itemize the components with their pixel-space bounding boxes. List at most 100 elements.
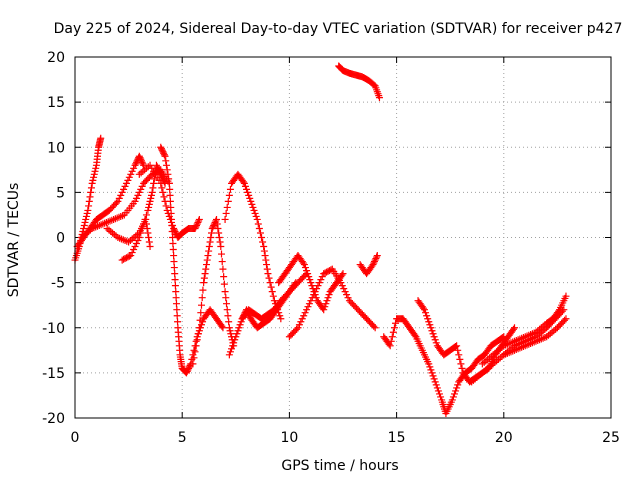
data-point: [340, 285, 348, 293]
data-point: [192, 342, 200, 350]
data-point: [370, 322, 378, 330]
data-point: [241, 182, 249, 190]
data-point: [144, 229, 152, 237]
data-point: [112, 199, 120, 207]
data-point: [432, 381, 440, 389]
data-point: [146, 243, 154, 251]
data-point: [251, 209, 259, 217]
data-point: [304, 270, 312, 278]
data-point: [231, 336, 239, 344]
data-point: [132, 160, 140, 168]
data-point: [152, 161, 160, 169]
data-point: [260, 243, 268, 251]
data-point: [294, 324, 302, 332]
data-point: [205, 247, 213, 255]
series-arc-7: [135, 161, 203, 241]
data-point: [164, 209, 172, 217]
data-point: [389, 328, 397, 336]
data-point: [124, 176, 132, 184]
data-point: [202, 265, 210, 273]
data-point: [171, 270, 179, 278]
data-point: [204, 252, 212, 260]
data-point: [171, 227, 179, 235]
data-point: [338, 271, 346, 279]
data-point: [239, 178, 247, 186]
data-point: [226, 185, 234, 193]
data-point: [137, 185, 145, 193]
series-arc-6: [157, 143, 227, 377]
data-point: [301, 264, 309, 272]
data-point: [426, 321, 434, 329]
data-point: [214, 224, 222, 232]
data-point: [325, 291, 333, 299]
series-arc-4: [118, 161, 169, 264]
data-point: [200, 279, 208, 287]
data-point: [169, 221, 177, 229]
data-point: [172, 229, 180, 237]
data-point: [145, 234, 153, 241]
data-point: [222, 294, 230, 302]
data-point: [139, 160, 147, 168]
data-point: [305, 300, 313, 308]
data-point: [431, 336, 439, 344]
series-arc-5: [103, 215, 154, 251]
data-point: [320, 306, 328, 314]
data-point: [247, 197, 255, 205]
data-point: [169, 240, 177, 248]
data-point: [160, 193, 168, 201]
data-point: [375, 94, 383, 102]
x-axis-label: GPS time / hours: [281, 458, 398, 474]
data-point: [221, 288, 229, 296]
data-point: [143, 224, 151, 232]
data-point: [84, 206, 92, 214]
data-point: [428, 327, 436, 335]
data-point: [252, 212, 260, 220]
data-point: [194, 330, 202, 338]
data-point: [80, 221, 88, 229]
data-point: [262, 256, 270, 264]
y-tick-label: 10: [47, 140, 65, 156]
data-point: [208, 229, 216, 237]
data-point: [150, 179, 158, 187]
data-point: [161, 197, 169, 205]
data-point: [230, 339, 238, 347]
data-point: [452, 343, 460, 351]
data-point: [157, 143, 165, 151]
data-point: [324, 294, 332, 302]
data-point: [369, 261, 377, 269]
data-point: [87, 184, 95, 192]
data-point: [158, 146, 166, 154]
data-point: [194, 218, 202, 226]
data-point: [189, 360, 197, 368]
data-point: [163, 206, 171, 214]
data-point: [167, 203, 175, 211]
data-point: [300, 261, 308, 269]
data-point: [89, 176, 97, 184]
data-point: [195, 215, 203, 223]
data-point: [134, 237, 142, 245]
data-point: [172, 294, 180, 302]
data-point: [228, 345, 236, 353]
data-point: [122, 179, 130, 187]
data-point: [120, 185, 128, 193]
data-point: [193, 220, 201, 228]
data-point: [453, 342, 461, 350]
y-tick-label: 20: [47, 50, 65, 66]
data-point: [165, 212, 173, 220]
data-point: [432, 339, 440, 347]
data-point: [216, 238, 224, 246]
data-point: [167, 218, 175, 226]
data-point: [191, 224, 199, 232]
data-point: [255, 224, 263, 232]
data-point: [147, 194, 155, 202]
data-point: [223, 306, 231, 314]
data-point: [224, 312, 232, 320]
data-point: [308, 294, 316, 302]
data-point: [511, 324, 519, 332]
data-point: [144, 206, 152, 214]
y-axis-label: SDTVAR / TECUs: [6, 183, 22, 298]
data-point: [171, 276, 179, 284]
data-point: [155, 166, 163, 174]
data-point: [147, 191, 155, 199]
data-point: [90, 173, 98, 181]
